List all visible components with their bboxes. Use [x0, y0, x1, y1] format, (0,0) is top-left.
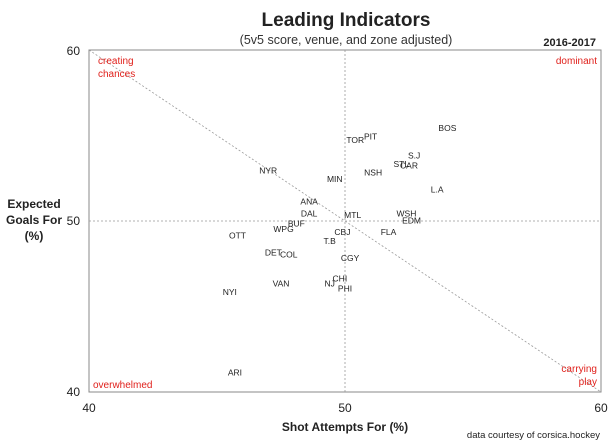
season-label: 2016-2017: [543, 37, 596, 49]
team-label-mtl: MTL: [344, 210, 361, 220]
y-tick-label: 40: [67, 385, 81, 399]
quadrant-label-carrying-play: carrying: [561, 364, 597, 375]
reference-line-diagonal: [88, 49, 602, 393]
y-tick-label: 60: [67, 44, 81, 58]
y-tick-label: 50: [67, 214, 81, 228]
y-axis-title-line: Goals For: [6, 213, 62, 227]
team-label-wpg: WPG: [273, 224, 293, 234]
team-label-edm: EDM: [402, 215, 421, 225]
team-label-min: MIN: [327, 174, 343, 184]
team-label-ott: OTT: [229, 231, 246, 241]
team-label-cgy: CGY: [341, 253, 360, 263]
y-axis-title-line: (%): [25, 229, 44, 243]
team-label-nj: NJ: [324, 279, 334, 289]
team-label-stl: STL: [394, 159, 410, 169]
team-label-cbj: CBJ: [334, 227, 350, 237]
team-label-bos: BOS: [438, 123, 456, 133]
quadrant-label-overwhelmed: overwhelmed: [93, 380, 152, 391]
team-label-nyr: NYR: [259, 166, 277, 176]
team-label-det: DET: [265, 248, 282, 258]
x-tick-label: 50: [338, 401, 352, 415]
quadrant-label-creating-chances: chances: [98, 69, 135, 80]
y-axis-title-line: Expected: [7, 197, 60, 211]
team-label-tor: TOR: [346, 135, 364, 145]
team-label-wsh: WSH: [397, 208, 417, 218]
quadrant-label-dominant: dominant: [556, 56, 597, 67]
team-label-la: L.A: [431, 184, 444, 194]
data-credit: data courtesy of corsica.hockey: [467, 430, 600, 441]
team-label-nsh: NSH: [364, 167, 382, 177]
team-label-col: COL: [280, 249, 298, 259]
team-label-van: VAN: [273, 279, 290, 289]
team-label-ari: ARI: [228, 367, 242, 377]
team-label-phi: PHI: [338, 284, 352, 294]
team-label-fla: FLA: [381, 227, 397, 237]
chart-subtitle: (5v5 score, venue, and zone adjusted): [240, 33, 453, 47]
team-label-ana: ANA: [300, 196, 318, 206]
chart-title: Leading Indicators: [262, 10, 431, 31]
team-label-sj: S.J: [408, 150, 420, 160]
team-label-nyi: NYI: [223, 287, 237, 297]
team-label-pit: PIT: [364, 131, 377, 141]
x-axis-title: Shot Attempts For (%): [282, 420, 408, 434]
team-label-car: CAR: [400, 161, 418, 171]
x-tick-label: 40: [82, 401, 96, 415]
team-label-chi: CHI: [333, 273, 348, 283]
team-label-dal: DAL: [301, 208, 318, 218]
quadrant-label-creating-chances: creating: [98, 56, 134, 67]
team-label-tb: T.B: [323, 236, 336, 246]
x-tick-label: 60: [594, 401, 608, 415]
quadrant-label-carrying-play: play: [579, 377, 597, 388]
team-label-buf: BUF: [288, 219, 305, 229]
